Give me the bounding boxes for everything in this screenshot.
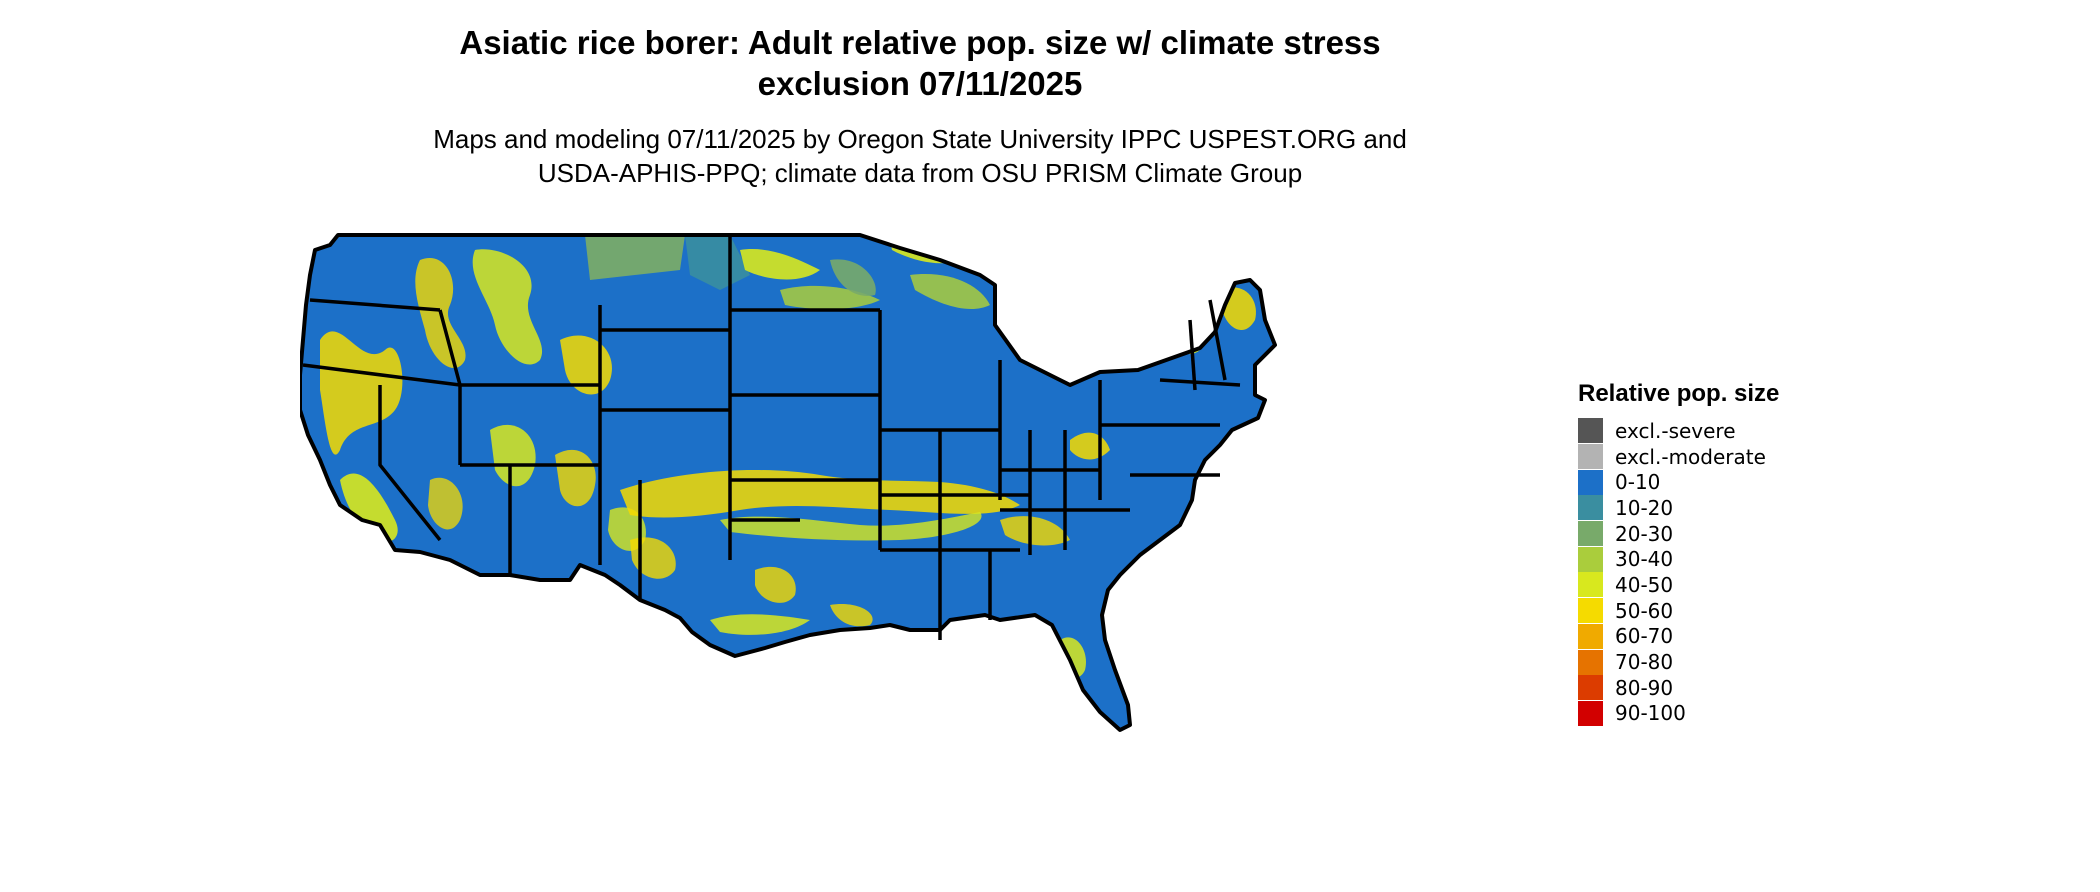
legend-swatch (1578, 495, 1603, 521)
legend-swatch (1578, 700, 1603, 726)
legend-title: Relative pop. size (1578, 380, 1780, 407)
legend-item: excl.-moderate (1578, 444, 1898, 470)
legend-swatch (1578, 623, 1603, 649)
us-map (300, 233, 1277, 732)
legend-items: excl.-severe excl.-moderate 0-10 10-20 2… (1578, 418, 1898, 726)
legend-swatch (1578, 469, 1603, 495)
legend-label: 20-30 (1615, 521, 1674, 546)
legend-item: 60-70 (1578, 623, 1898, 650)
map-subtitle: Maps and modeling 07/11/2025 by Oregon S… (240, 122, 1600, 190)
legend-item: 30-40 (1578, 546, 1898, 572)
legend-item: 0-10 (1578, 469, 1898, 495)
legend-item: 20-30 (1578, 521, 1898, 547)
legend-label: excl.-severe (1615, 418, 1736, 443)
map-subtitle-line-2: USDA-APHIS-PPQ; climate data from OSU PR… (537, 158, 1303, 188)
legend-swatch (1578, 572, 1603, 598)
legend-item: 90-100 (1578, 700, 1898, 727)
map-title-line-1: Asiatic rice borer: Adult relative pop. … (459, 24, 1381, 61)
us-outline (300, 233, 1277, 732)
legend-swatch (1578, 546, 1603, 572)
legend-label: 30-40 (1615, 547, 1674, 572)
legend-label: excl.-moderate (1615, 444, 1766, 469)
state-borders (302, 235, 1241, 640)
legend-label: 90-100 (1615, 701, 1686, 726)
legend-item: 10-20 (1578, 495, 1898, 521)
map-subtitle-line-1: Maps and modeling 07/11/2025 by Oregon S… (433, 124, 1407, 154)
legend-item: 40-50 (1578, 572, 1898, 598)
legend-swatch (1578, 598, 1603, 624)
legend: Relative pop. size excl.-severe excl.-mo… (1578, 380, 1898, 726)
legend-label: 70-80 (1615, 650, 1674, 675)
map-title: Asiatic rice borer: Adult relative pop. … (240, 22, 1600, 104)
legend-label: 10-20 (1615, 495, 1674, 520)
legend-label: 50-60 (1615, 598, 1674, 623)
legend-label: 0-10 (1615, 470, 1661, 495)
map-title-line-2: exclusion 07/11/2025 (757, 65, 1083, 102)
legend-swatch (1578, 444, 1603, 470)
legend-swatch (1578, 521, 1603, 547)
map-fill-layer (300, 235, 1275, 730)
legend-label: 40-50 (1615, 572, 1674, 597)
legend-item: excl.-severe (1578, 418, 1898, 444)
legend-item: 50-60 (1578, 598, 1898, 624)
map-panel (300, 220, 1560, 890)
legend-label: 60-70 (1615, 624, 1674, 649)
legend-swatch (1578, 649, 1603, 675)
legend-item: 70-80 (1578, 649, 1898, 675)
legend-item: 80-90 (1578, 675, 1898, 701)
legend-swatch (1578, 418, 1603, 444)
legend-label: 80-90 (1615, 675, 1674, 700)
legend-swatch (1578, 675, 1603, 701)
